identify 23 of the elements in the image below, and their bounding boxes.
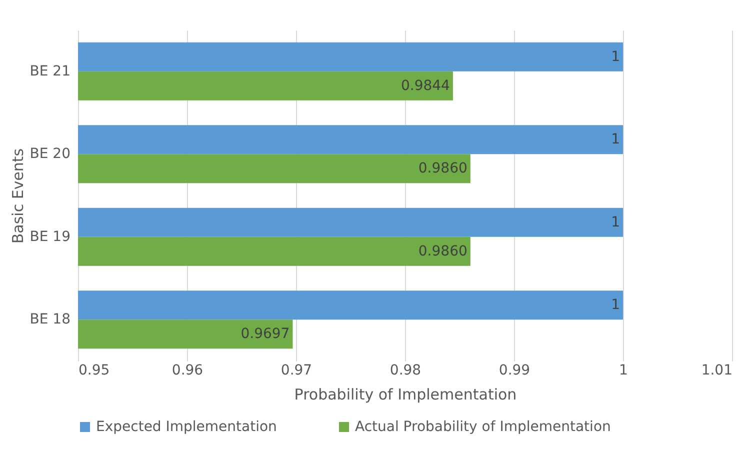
x-tick-label: 0.97 [280, 362, 312, 378]
x-tick-label: 0.98 [390, 362, 422, 378]
y-axis-title: Basic Events [8, 148, 27, 244]
y-tick-label: BE 20 [30, 146, 70, 162]
y-tick-label: BE 18 [30, 312, 70, 328]
x-tick-label: 1 [619, 362, 628, 378]
x-tick-label: 1.01 [701, 362, 732, 378]
data-label: 0.9844 [400, 78, 450, 94]
legend-label: Actual Probability of Implementation [355, 419, 611, 435]
data-label: 0.9860 [418, 160, 468, 177]
data-label: 1 [611, 297, 620, 314]
x-tick-label: 0.95 [78, 362, 110, 378]
data-label: 1 [611, 132, 620, 148]
data-label: 0.9697 [240, 326, 290, 342]
x-axis-title: Probability of Implementation [294, 386, 517, 404]
x-tick-label: 0.96 [172, 362, 204, 378]
x-tick-label: 0.99 [498, 362, 530, 378]
data-label: 1 [611, 214, 620, 230]
y-tick-label: BE 19 [30, 228, 70, 245]
y-tick-label: BE 21 [30, 63, 70, 80]
data-label: 1 [611, 48, 620, 65]
data-label: 0.9860 [418, 243, 468, 260]
legend-label: Expected Implementation [96, 419, 277, 435]
